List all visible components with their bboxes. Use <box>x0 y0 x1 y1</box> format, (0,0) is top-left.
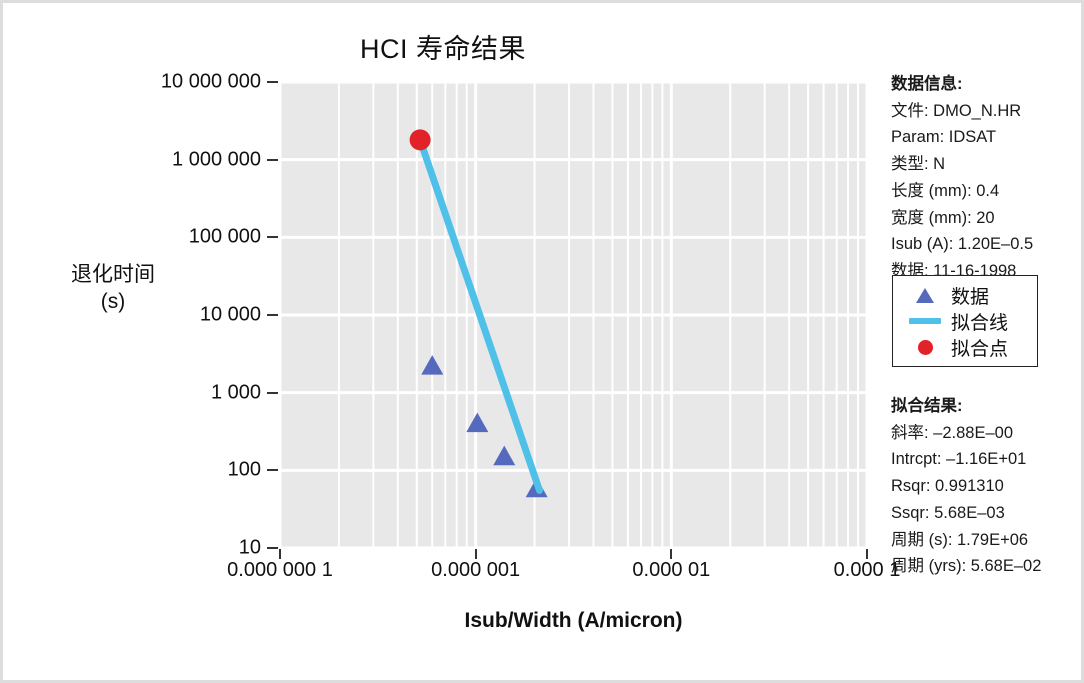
x-axis-tick-mark <box>279 549 281 559</box>
legend-item-data[interactable]: 数据 <box>893 282 1037 308</box>
y-axis-tick-mark <box>267 314 278 316</box>
series-layer <box>409 129 548 498</box>
triangle-marker-icon <box>905 287 945 303</box>
y-axis-tick-label: 1 000 <box>210 381 261 404</box>
plot-area <box>280 82 867 548</box>
fit-results-row: 周期 (s): 1.79E+06 <box>891 530 1029 549</box>
y-axis-tick-mark <box>267 81 278 83</box>
y-axis-tick-label: 100 <box>227 458 261 481</box>
y-axis-tick-label: 100 000 <box>188 225 261 248</box>
x-axis-tick-label: 0.000 1 <box>833 559 901 581</box>
data-info-row: 宽度 (mm): 20 <box>891 208 995 227</box>
y-axis-title-line1: 退化时间 <box>71 263 155 286</box>
y-axis-tick-label: 10 000 <box>199 303 261 326</box>
x-axis-tick-mark <box>474 549 477 559</box>
data-info-row: 长度 (mm): 0.4 <box>891 181 1000 200</box>
y-axis-tick-label: 1 000 000 <box>172 148 261 171</box>
fit-results-row: 周期 (yrs): 5.68E–02 <box>891 557 1042 576</box>
x-axis-tick-label: 0.000 000 1 <box>227 559 333 581</box>
y-axis-tick-mark <box>267 236 278 239</box>
legend-label: 数据 <box>951 286 990 308</box>
fit-results-row: Ssqr: 5.68E–03 <box>891 503 1005 522</box>
y-axis-tick-label: 10 000 000 <box>160 70 261 93</box>
legend-item-fit-line[interactable]: 拟合线 <box>893 308 1037 334</box>
fit-results-row: 斜率: –2.88E–00 <box>891 423 1013 442</box>
circle-marker-icon <box>905 339 945 355</box>
data-info-row: Param: IDSAT <box>891 128 997 147</box>
fit-results-row: Intrcpt: –1.16E+01 <box>891 450 1027 469</box>
x-axis-title: Isub/Width (A/micron) <box>464 609 683 632</box>
legend-item-fit-point[interactable]: 拟合点 <box>893 334 1037 360</box>
x-axis-tick-label: 0.000 01 <box>632 559 711 581</box>
x-axis-tick-mark <box>670 549 673 559</box>
data-info-row: 文件: DMO_N.HR <box>891 101 1022 120</box>
data-info-panel: 数据信息: 文件: DMO_N.HR Param: IDSAT 类型: N 长度… <box>891 71 1081 285</box>
legend-label: 拟合线 <box>951 312 1009 334</box>
data-info-row: 类型: N <box>891 155 946 174</box>
legend-label: 拟合点 <box>951 338 1009 360</box>
y-axis-tick-label: 10 <box>238 536 261 559</box>
fit-results-header: 拟合结果: <box>891 397 963 415</box>
y-axis-tick-mark <box>267 547 278 549</box>
data-info-row: Isub (A): 1.20E–0.5 <box>891 235 1034 254</box>
gridlines <box>280 82 867 548</box>
fit-results-row: Rsqr: 0.991310 <box>891 477 1004 496</box>
line-swatch-icon <box>905 318 945 324</box>
data-info-header: 数据信息: <box>891 75 963 93</box>
fit-results-panel: 拟合结果: 斜率: –2.88E–00 Intrcpt: –1.16E+01 R… <box>891 393 1081 580</box>
page-title: HCI 寿命结果 <box>360 34 526 64</box>
x-axis-tick-label: 0.000 001 <box>431 559 521 581</box>
y-axis-tick-mark <box>267 391 278 394</box>
y-axis-tick-mark <box>267 158 278 161</box>
chart-legend: 数据 拟合线 拟合点 <box>892 275 1038 367</box>
y-axis-tick-mark <box>267 469 278 472</box>
y-axis-title-line2: (s) <box>100 290 126 314</box>
x-axis-tick-mark <box>866 549 868 559</box>
y-axis-title: 退化时间 (s) <box>33 261 193 316</box>
